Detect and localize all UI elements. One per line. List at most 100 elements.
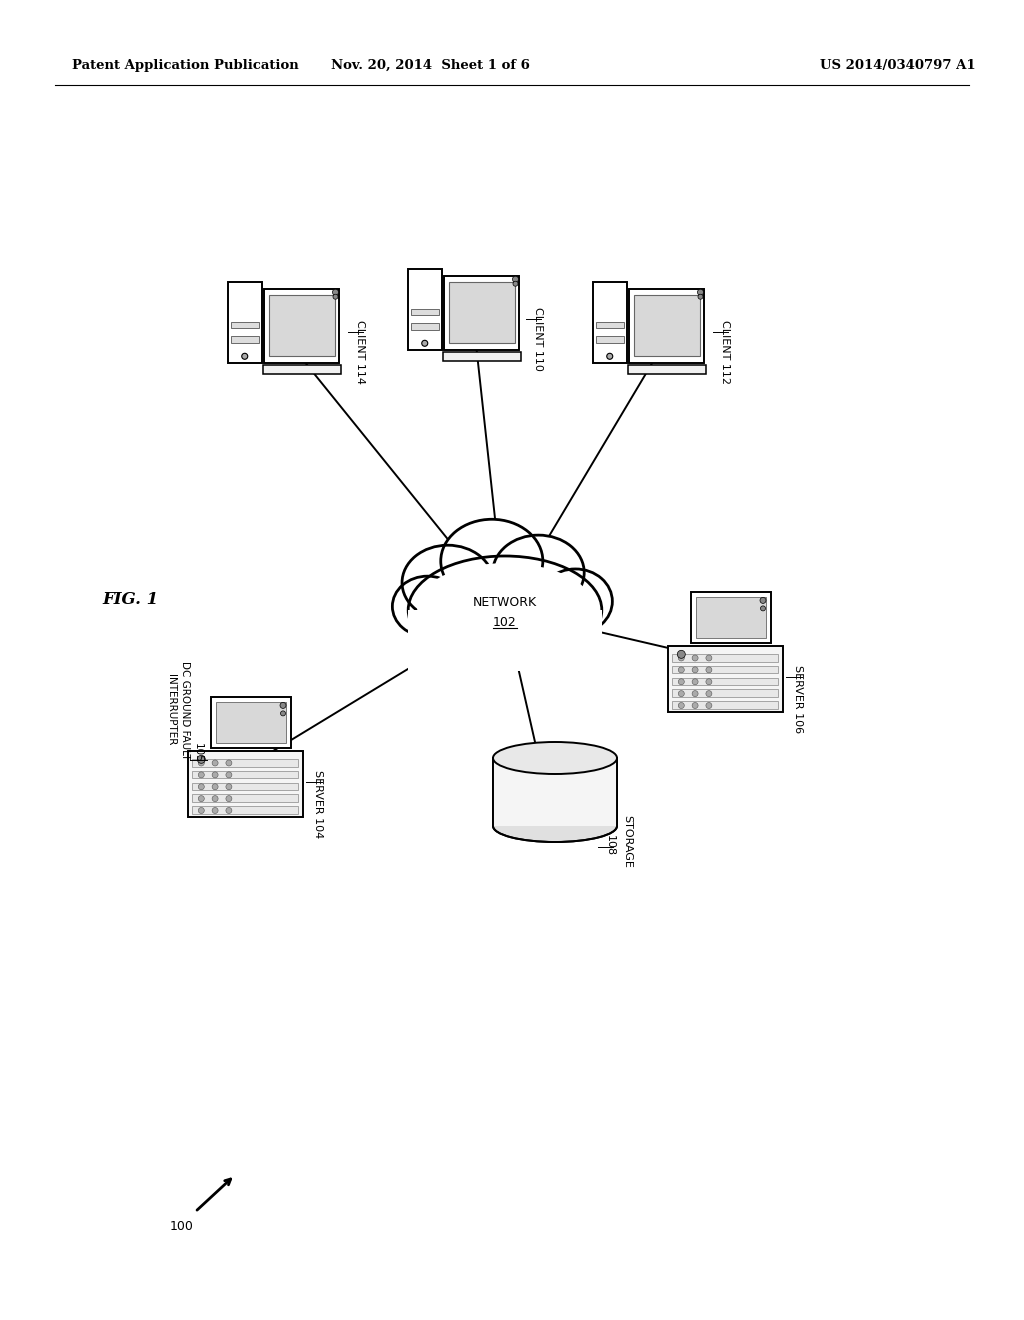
Circle shape [678, 667, 684, 673]
Circle shape [212, 796, 218, 801]
Circle shape [677, 651, 685, 659]
Circle shape [212, 760, 218, 766]
FancyBboxPatch shape [193, 771, 298, 779]
Circle shape [761, 606, 766, 611]
Text: DC GROUND FAULT
INTERRUPTER: DC GROUND FAULT INTERRUPTER [166, 660, 189, 759]
FancyBboxPatch shape [444, 276, 519, 350]
Ellipse shape [409, 556, 602, 664]
Circle shape [212, 784, 218, 789]
Circle shape [199, 808, 205, 813]
Circle shape [692, 667, 698, 673]
FancyBboxPatch shape [596, 322, 624, 329]
Text: Patent Application Publication: Patent Application Publication [72, 58, 299, 71]
Ellipse shape [493, 535, 585, 610]
FancyBboxPatch shape [442, 351, 521, 362]
Ellipse shape [539, 569, 612, 634]
Circle shape [226, 784, 231, 789]
FancyBboxPatch shape [628, 364, 707, 374]
FancyBboxPatch shape [193, 807, 298, 814]
FancyBboxPatch shape [593, 282, 627, 363]
Circle shape [242, 354, 248, 359]
Ellipse shape [402, 545, 494, 620]
Ellipse shape [493, 810, 617, 842]
FancyBboxPatch shape [634, 296, 699, 356]
Circle shape [607, 354, 612, 359]
Circle shape [678, 678, 684, 685]
FancyBboxPatch shape [187, 751, 302, 817]
Circle shape [678, 690, 684, 697]
Circle shape [199, 796, 205, 801]
FancyBboxPatch shape [596, 337, 624, 343]
Circle shape [226, 808, 231, 813]
Text: STORAGE: STORAGE [622, 814, 632, 867]
FancyBboxPatch shape [227, 282, 262, 363]
FancyBboxPatch shape [672, 689, 778, 697]
FancyBboxPatch shape [672, 677, 778, 685]
FancyBboxPatch shape [193, 795, 298, 803]
Ellipse shape [409, 556, 602, 664]
FancyBboxPatch shape [630, 289, 705, 363]
Ellipse shape [402, 545, 494, 620]
Circle shape [198, 755, 205, 763]
Circle shape [212, 808, 218, 813]
FancyBboxPatch shape [411, 309, 438, 315]
Text: CLIENT 112: CLIENT 112 [720, 319, 730, 384]
FancyBboxPatch shape [668, 647, 782, 713]
Circle shape [678, 655, 684, 661]
FancyBboxPatch shape [263, 364, 341, 374]
FancyBboxPatch shape [411, 323, 438, 330]
Ellipse shape [493, 535, 585, 610]
Circle shape [199, 760, 205, 766]
FancyBboxPatch shape [211, 697, 291, 748]
FancyBboxPatch shape [193, 783, 298, 791]
Circle shape [226, 772, 231, 777]
Text: 100: 100 [170, 1220, 194, 1233]
FancyBboxPatch shape [193, 759, 298, 767]
FancyBboxPatch shape [231, 322, 258, 329]
Text: 108: 108 [605, 836, 615, 857]
Circle shape [706, 655, 712, 661]
Circle shape [199, 772, 205, 777]
Text: Nov. 20, 2014  Sheet 1 of 6: Nov. 20, 2014 Sheet 1 of 6 [331, 58, 529, 71]
Circle shape [226, 796, 231, 801]
FancyBboxPatch shape [690, 593, 771, 643]
FancyBboxPatch shape [672, 665, 778, 673]
FancyBboxPatch shape [672, 653, 778, 661]
FancyBboxPatch shape [672, 701, 778, 709]
Circle shape [226, 760, 231, 766]
Circle shape [706, 690, 712, 697]
Ellipse shape [417, 564, 593, 649]
Circle shape [333, 294, 338, 300]
Text: 102: 102 [494, 615, 517, 628]
Circle shape [706, 667, 712, 673]
Circle shape [706, 702, 712, 709]
Text: FIG. 1: FIG. 1 [102, 591, 159, 609]
Circle shape [280, 702, 286, 709]
Circle shape [333, 289, 339, 296]
Ellipse shape [392, 576, 463, 636]
FancyBboxPatch shape [449, 282, 515, 343]
FancyBboxPatch shape [493, 758, 617, 826]
FancyBboxPatch shape [408, 269, 442, 350]
Circle shape [692, 690, 698, 697]
Text: 105: 105 [193, 743, 203, 763]
Text: CLIENT 110: CLIENT 110 [534, 308, 543, 371]
Ellipse shape [539, 569, 612, 634]
Ellipse shape [493, 742, 617, 774]
Circle shape [212, 772, 218, 777]
Text: NETWORK: NETWORK [473, 595, 537, 609]
Circle shape [697, 289, 703, 296]
Circle shape [513, 281, 518, 286]
Text: US 2014/0340797 A1: US 2014/0340797 A1 [820, 58, 976, 71]
Ellipse shape [440, 519, 543, 603]
Circle shape [698, 294, 702, 300]
Ellipse shape [392, 576, 463, 636]
FancyBboxPatch shape [264, 289, 339, 363]
Ellipse shape [440, 519, 543, 603]
FancyBboxPatch shape [215, 702, 286, 743]
Text: SERVER 106: SERVER 106 [793, 665, 803, 733]
Circle shape [422, 341, 428, 346]
Circle shape [199, 784, 205, 789]
Circle shape [692, 678, 698, 685]
FancyBboxPatch shape [409, 610, 602, 671]
